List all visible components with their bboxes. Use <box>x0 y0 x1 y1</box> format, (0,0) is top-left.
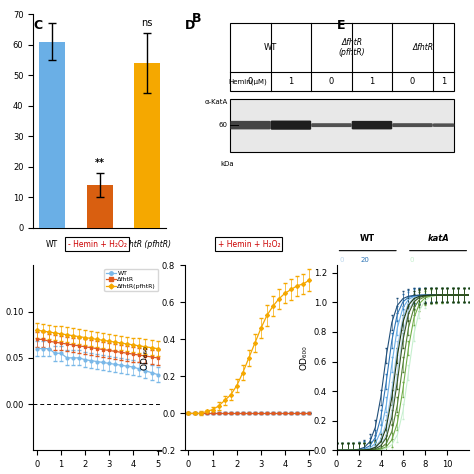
Text: ΔfhtR: ΔfhtR <box>89 240 110 249</box>
Bar <box>39 42 65 228</box>
Text: + Hemin + H₂O₂: + Hemin + H₂O₂ <box>218 239 280 248</box>
FancyBboxPatch shape <box>311 123 352 127</box>
Text: 1: 1 <box>441 77 446 86</box>
Text: WT: WT <box>359 234 374 243</box>
Y-axis label: OD₆₀₀: OD₆₀₀ <box>299 346 308 370</box>
FancyBboxPatch shape <box>230 121 271 129</box>
Bar <box>87 185 112 228</box>
Text: 0: 0 <box>339 257 344 263</box>
FancyBboxPatch shape <box>230 99 455 152</box>
FancyBboxPatch shape <box>230 23 455 91</box>
Text: α-KatA: α-KatA <box>204 100 228 105</box>
Text: C: C <box>33 19 42 32</box>
Text: B: B <box>192 12 201 25</box>
Text: 1: 1 <box>288 77 293 86</box>
Text: 0: 0 <box>329 77 334 86</box>
Text: - Hemin + H₂O₂: - Hemin + H₂O₂ <box>68 239 127 248</box>
Text: 60: 60 <box>219 122 228 128</box>
Text: kDa: kDa <box>220 161 234 167</box>
Text: **: ** <box>94 158 105 168</box>
Text: D: D <box>185 19 195 32</box>
Text: WT: WT <box>264 43 277 52</box>
Text: 0: 0 <box>248 77 253 86</box>
FancyBboxPatch shape <box>392 123 433 127</box>
Y-axis label: OD₆₆₀: OD₆₆₀ <box>140 346 149 370</box>
Text: 0: 0 <box>410 257 414 263</box>
Text: ΔfhtR: ΔfhtR <box>413 43 434 52</box>
Text: ΔfhtR
(pfhtR): ΔfhtR (pfhtR) <box>338 38 365 57</box>
FancyBboxPatch shape <box>352 121 392 129</box>
Text: 20: 20 <box>360 257 369 263</box>
Text: E: E <box>337 19 345 32</box>
Text: katA: katA <box>428 234 450 243</box>
Text: 0: 0 <box>410 77 415 86</box>
Text: ΔfhtR (pfhtR): ΔfhtR (pfhtR) <box>122 240 172 249</box>
FancyBboxPatch shape <box>271 120 311 130</box>
Text: WT: WT <box>46 240 58 249</box>
Text: ns: ns <box>141 18 153 28</box>
Text: Hemin(μM): Hemin(μM) <box>228 78 267 85</box>
Text: 1: 1 <box>369 77 374 86</box>
Legend: WT, ΔfhtR, ΔfhtR(pfhtR): WT, ΔfhtR, ΔfhtR(pfhtR) <box>104 269 158 291</box>
FancyBboxPatch shape <box>433 123 455 127</box>
Bar <box>134 63 160 228</box>
